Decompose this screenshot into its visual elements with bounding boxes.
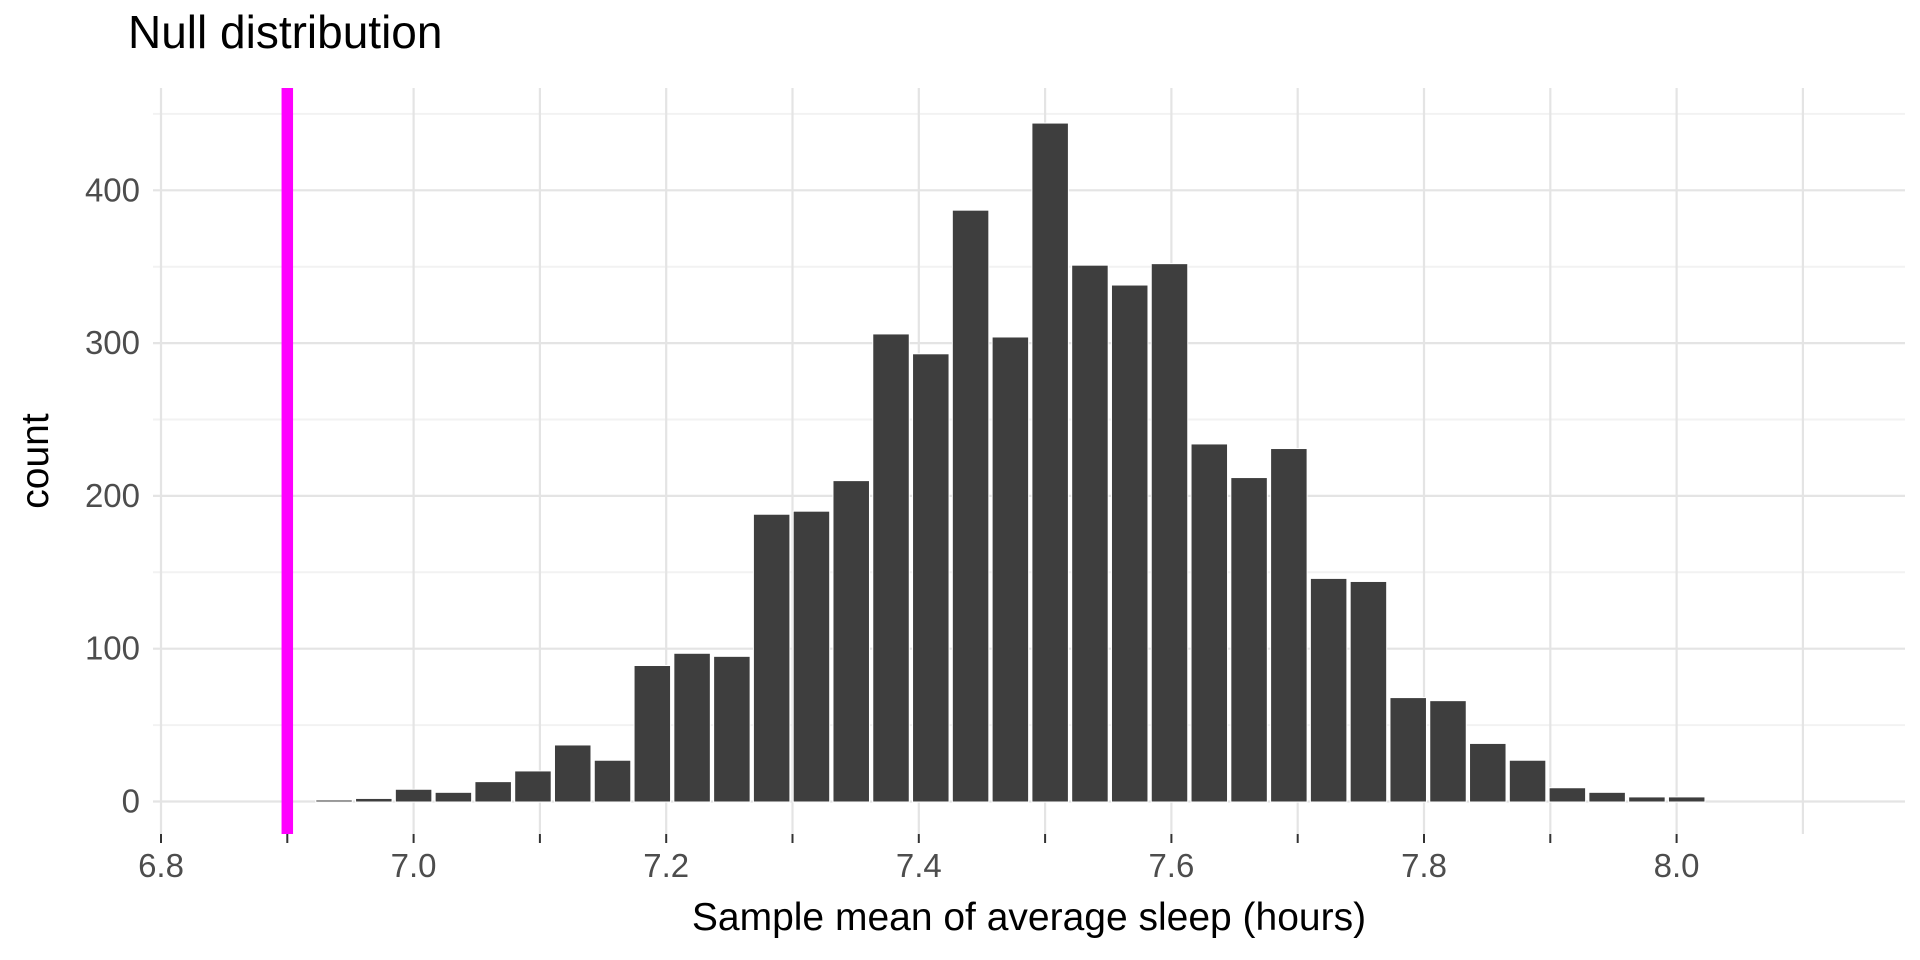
histogram-bar [1270, 448, 1308, 803]
histogram-bar [673, 652, 711, 803]
histogram-bar [1667, 796, 1706, 803]
histogram-bar [1548, 787, 1587, 803]
histogram-bar [1150, 263, 1189, 803]
histogram-bar [1389, 697, 1427, 803]
histogram-bar [1469, 742, 1507, 803]
y-axis-title: count [14, 413, 57, 509]
histogram-bar [991, 336, 1030, 803]
histogram-bar [1071, 264, 1109, 803]
histogram-bar [1429, 700, 1467, 803]
y-tick-label: 400 [85, 171, 140, 208]
y-tick-label: 0 [122, 783, 140, 820]
histogram-bar [1230, 477, 1268, 803]
histogram-bar [1628, 796, 1666, 803]
x-tick-label: 6.8 [138, 847, 184, 884]
histogram-bar [912, 353, 950, 803]
histogram-bar [832, 480, 870, 803]
histogram-bar [593, 759, 632, 803]
y-tick-label: 200 [85, 477, 140, 514]
null-vline [281, 88, 294, 834]
x-tick-label: 8.0 [1654, 847, 1700, 884]
histogram-bar [474, 781, 512, 803]
histogram-bar [872, 333, 910, 803]
histogram-bar [792, 510, 831, 803]
histogram-bar [394, 788, 433, 803]
histogram-bar [1309, 577, 1348, 803]
histogram-bar [1508, 759, 1547, 803]
y-tick-label: 100 [85, 630, 140, 667]
x-axis-title: Sample mean of average sleep (hours) [691, 896, 1367, 939]
x-tick-label: 7.2 [643, 847, 689, 884]
histogram-bar [434, 791, 473, 803]
histogram-bar [514, 770, 552, 803]
histogram-bar [1349, 580, 1388, 803]
x-tick-label: 7.0 [391, 847, 437, 884]
histogram-bar [752, 513, 791, 803]
x-tick-label: 7.4 [896, 847, 942, 884]
x-tick-label: 7.8 [1401, 847, 1447, 884]
histogram-bar [355, 797, 393, 803]
histogram-bar [951, 209, 990, 803]
histogram-bar [553, 744, 592, 803]
y-tick-label: 300 [85, 324, 140, 361]
histogram-bar [1190, 443, 1229, 803]
histogram-bar [713, 655, 751, 803]
histogram-bar [1588, 791, 1626, 803]
histogram-bar [1031, 122, 1069, 803]
histogram-bar [315, 799, 353, 803]
histogram-bar [633, 665, 672, 803]
chart-title: Null distribution [128, 6, 443, 58]
x-tick-label: 7.6 [1148, 847, 1194, 884]
histogram-bar [1110, 284, 1149, 803]
